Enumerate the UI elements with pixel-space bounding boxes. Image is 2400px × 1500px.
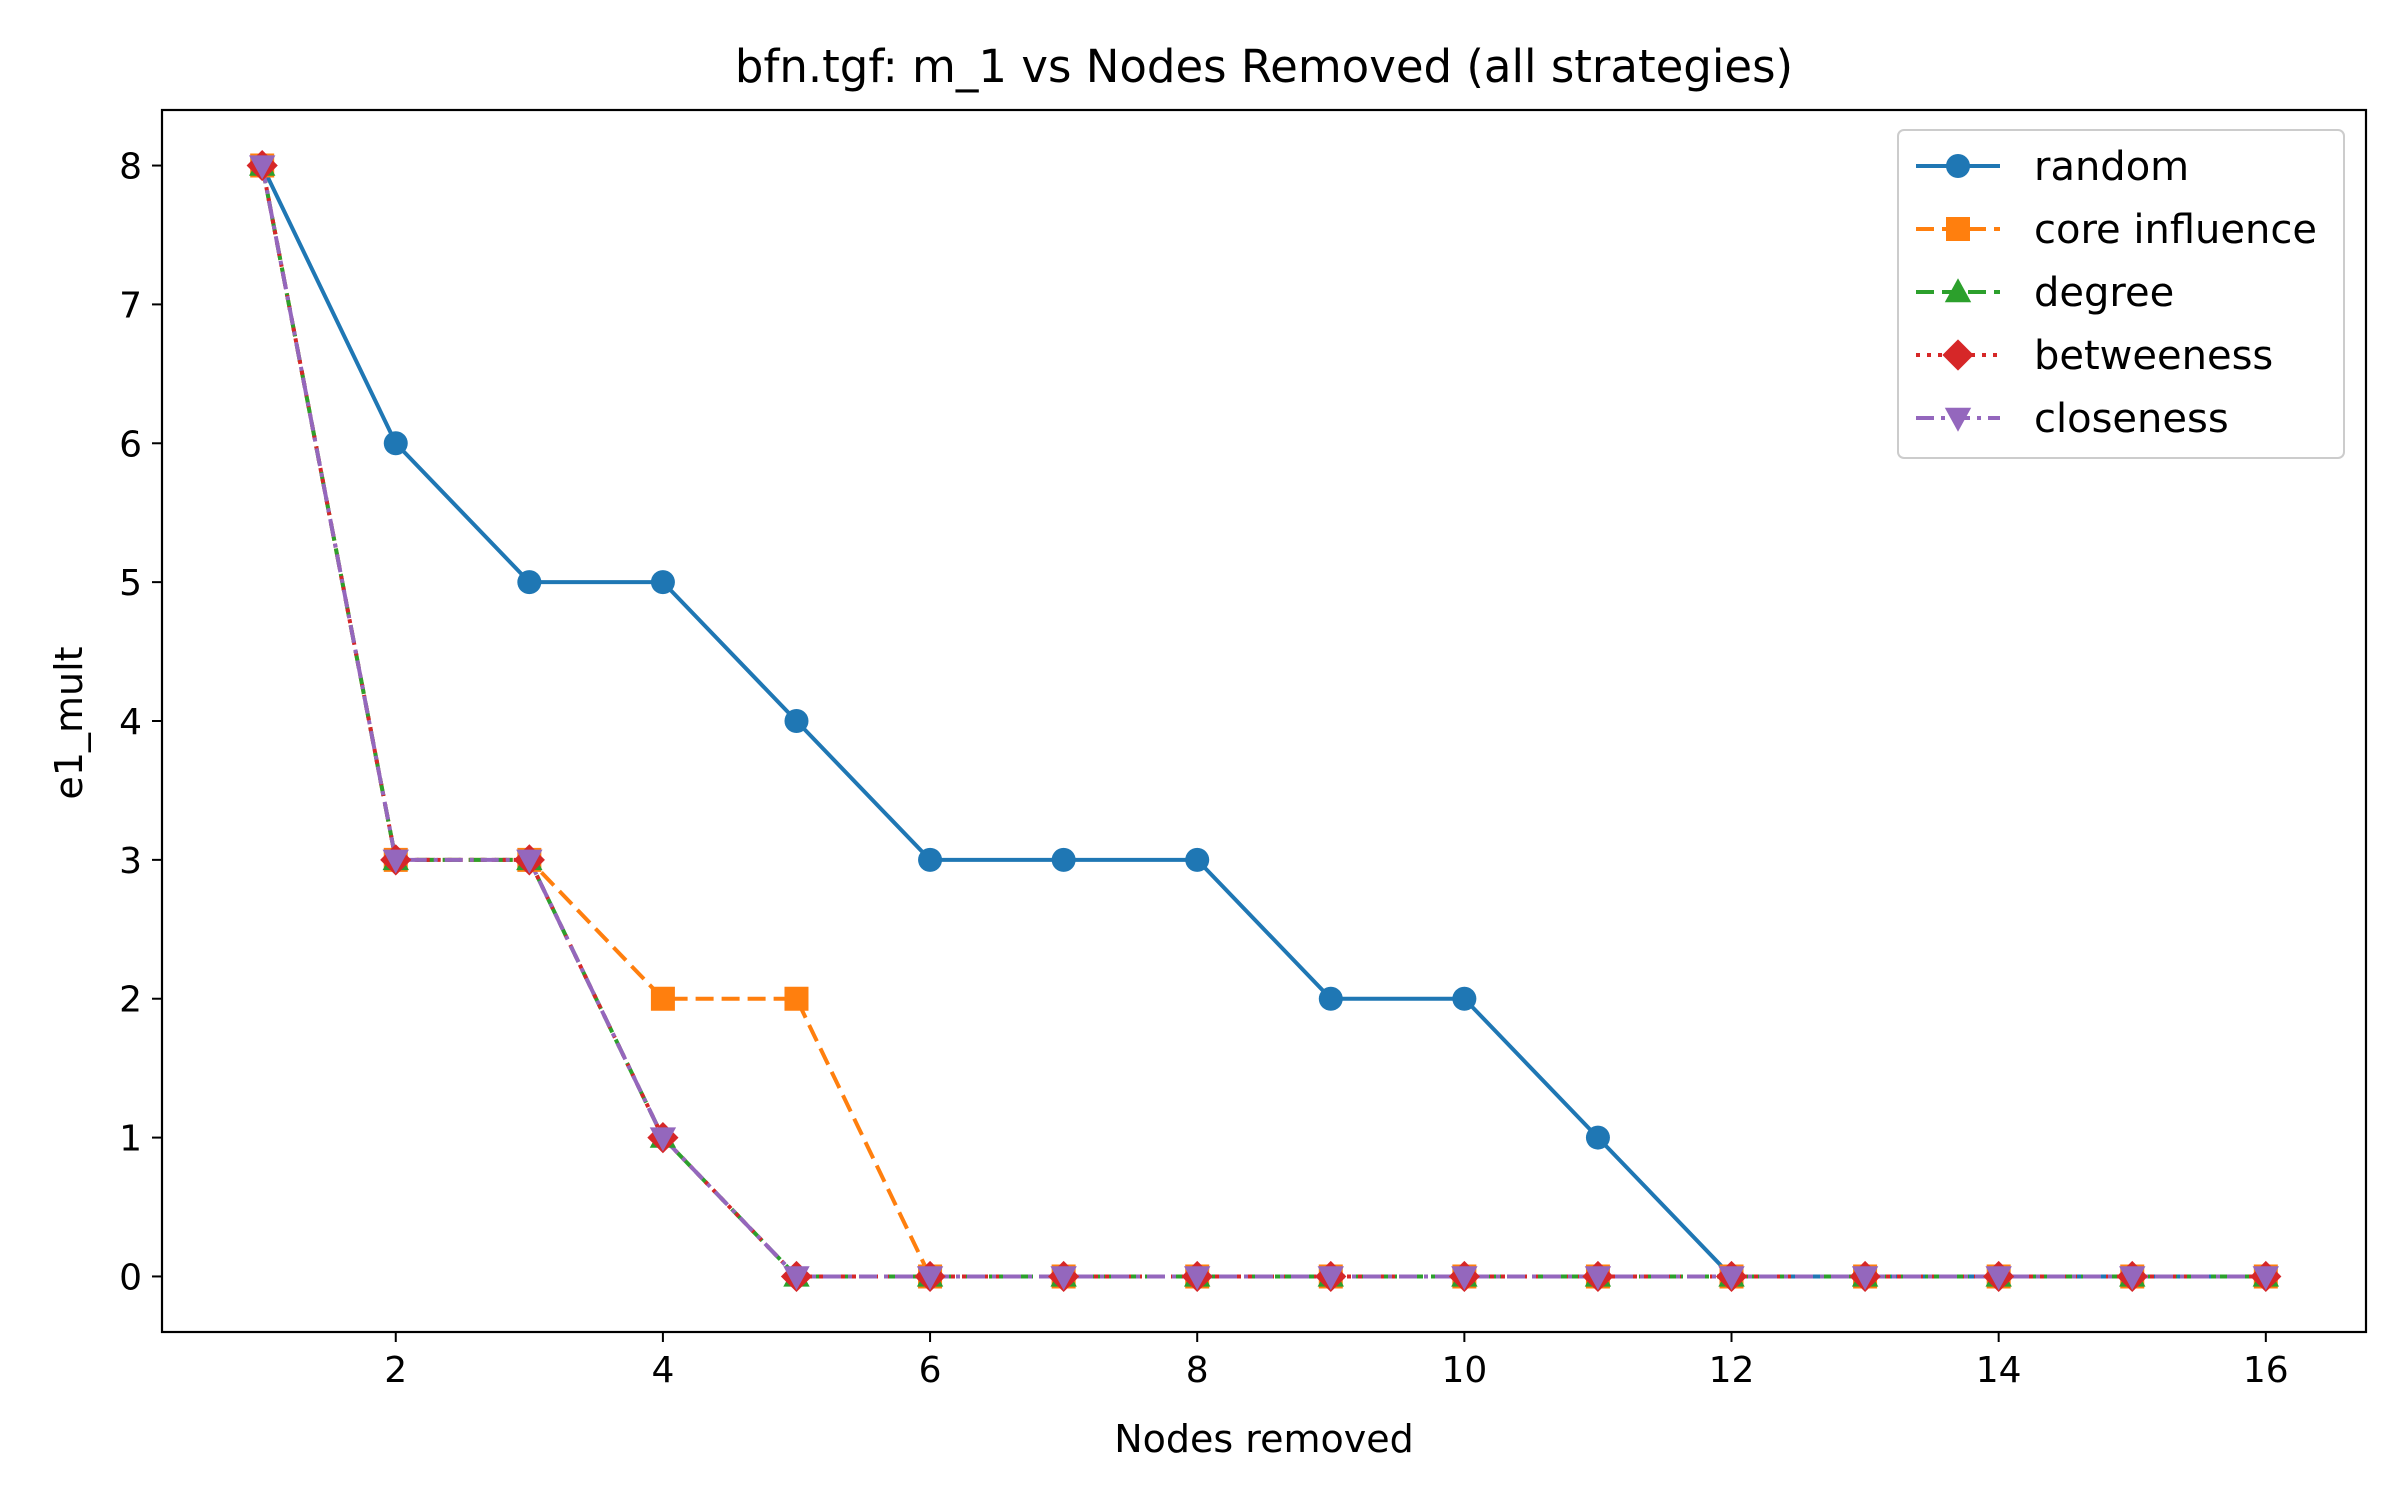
legend-entry: degree: [1916, 270, 2174, 316]
data-point: [1851, 1266, 1879, 1291]
legend-marker: [1946, 154, 1970, 178]
x-tick-label: 14: [1976, 1350, 2022, 1391]
legend-label: betweeness: [2034, 333, 2273, 379]
data-point: [1185, 847, 1210, 872]
data-point: [650, 570, 675, 595]
data-point: [1184, 1266, 1211, 1291]
y-tick-label: 7: [119, 285, 142, 326]
legend-marker: [1944, 278, 1972, 303]
data-point: [1584, 1266, 1612, 1291]
legend-box: [1897, 129, 2345, 459]
legend-label: degree: [2034, 270, 2174, 316]
chart-title: bfn.tgf: m_1 vs Nodes Removed (all strat…: [735, 40, 1793, 93]
legend-entry: random: [1916, 144, 2189, 190]
data-point: [516, 849, 543, 874]
data-point: [916, 1266, 944, 1291]
data-point: [517, 570, 542, 595]
y-tick-label: 8: [119, 147, 142, 188]
data-point: [650, 986, 675, 1011]
data-point: [784, 709, 809, 733]
x-axis-label: Nodes removed: [1114, 1417, 1413, 1461]
x-tick-label: 12: [1709, 1350, 1755, 1391]
x-tick-label: 6: [919, 1350, 942, 1391]
data-point: [649, 1127, 677, 1152]
x-axis-ticks: 2 4 6 8 10 12 14 16: [384, 1332, 2289, 1391]
series-markers-4: [248, 155, 2280, 1291]
legend-label: closeness: [2034, 396, 2229, 442]
x-tick-label: 4: [651, 1350, 674, 1391]
data-point: [1985, 1266, 2012, 1291]
data-point: [918, 847, 943, 872]
data-point: [1318, 986, 1343, 1011]
y-tick-label: 3: [119, 841, 142, 882]
data-point: [248, 155, 276, 180]
y-axis-ticks: 0 1 2 3 4 5 6 7 8: [119, 147, 162, 1298]
data-point: [1452, 986, 1477, 1011]
data-point: [2252, 1266, 2280, 1291]
y-tick-label: 4: [119, 702, 142, 743]
x-tick-label: 8: [1186, 1350, 1209, 1391]
data-point: [784, 986, 809, 1011]
data-point: [383, 431, 408, 456]
data-point: [382, 849, 409, 874]
legend-entry: core influence: [1916, 207, 2317, 253]
data-point: [1051, 847, 1076, 872]
legend-marker: [1946, 217, 1970, 241]
legend-entry: betweeness: [1916, 333, 2273, 379]
legend: random core influence degree betweeness clos…: [1897, 129, 2345, 459]
legend-marker: [1942, 339, 1974, 371]
y-tick-label: 2: [119, 980, 142, 1021]
legend-label: random: [2034, 144, 2189, 190]
data-point: [1451, 1266, 1478, 1291]
y-tick-label: 0: [119, 1257, 142, 1298]
x-tick-label: 10: [1441, 1350, 1487, 1391]
y-axis-label: e1_mult: [47, 646, 91, 799]
legend-marker: [1944, 407, 1972, 432]
series-line-4: [260, 165, 2266, 1279]
x-tick-label: 2: [384, 1350, 407, 1391]
legend-entry: closeness: [1916, 396, 2229, 442]
y-tick-label: 5: [119, 563, 142, 604]
data-point: [2119, 1266, 2146, 1291]
data-point: [783, 1266, 810, 1291]
y-tick-label: 1: [119, 1119, 142, 1160]
y-tick-label: 6: [119, 424, 142, 465]
x-tick-label: 16: [2243, 1350, 2289, 1391]
legend-label: core influence: [2034, 207, 2317, 253]
data-point: [1317, 1266, 1344, 1291]
data-point: [1050, 1266, 1077, 1291]
data-point: [1718, 1266, 1745, 1291]
plot-area: [160, 108, 2368, 1334]
data-point: [1585, 1125, 1610, 1150]
